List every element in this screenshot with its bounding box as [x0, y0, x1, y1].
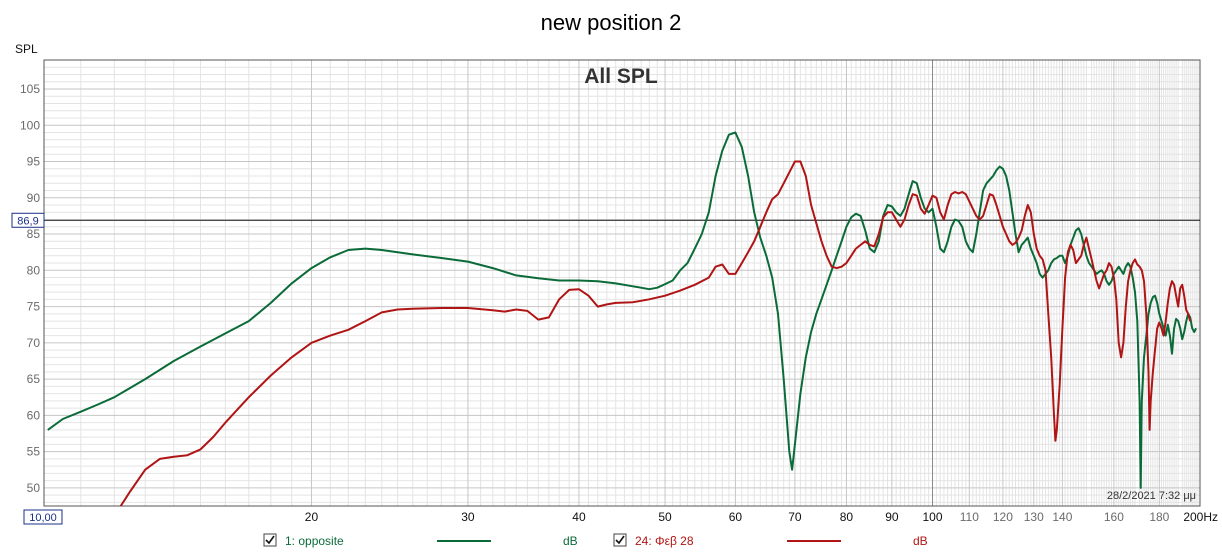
- series-layer: [47, 131, 1197, 507]
- series-line-1: [47, 131, 1197, 489]
- legend-checkbox[interactable]: [263, 533, 277, 547]
- x-tick-label: 80: [840, 510, 854, 524]
- x-tick-label: 110: [960, 510, 979, 524]
- x-start-box[interactable]: 10,00: [23, 509, 63, 525]
- x-tick-label: 70: [788, 510, 802, 524]
- y-tick-label: 100: [20, 118, 40, 132]
- x-tick-label: 120: [993, 510, 1013, 524]
- legend-unit: dB: [563, 534, 578, 548]
- x-tick-labels: 20 30 40 50 60 70 80 90 100 110 120 130 140 160 180 200…: [305, 510, 1218, 524]
- y-tick-labels: 50 55 60 65 70 75 80 85 90 95 100 105: [20, 82, 40, 495]
- x-tick-label: 30: [461, 510, 475, 524]
- cursor-value-label: 86,9: [17, 215, 38, 227]
- y-axis-label: SPL: [15, 42, 38, 56]
- plot-inner-title: All SPL: [584, 65, 658, 88]
- y-tick-label: 50: [27, 481, 41, 495]
- checkmark-icon: [615, 535, 625, 545]
- x-tick-label: 100: [923, 510, 943, 524]
- legend-unit: dB: [913, 534, 928, 548]
- legend-label: 24: Φεβ 28: [635, 534, 694, 548]
- series-line-2: [119, 160, 1192, 507]
- y-tick-label: 55: [27, 445, 41, 459]
- cursor-value-box[interactable]: 86,9: [11, 212, 45, 228]
- timestamp: 28/2/2021 7:32 μμ: [1107, 490, 1196, 502]
- x-tick-label: 200Hz: [1183, 510, 1218, 524]
- legend: 1: opposite dB 24: Φεβ 28 dB: [263, 533, 928, 548]
- major-gridlines: [44, 60, 1200, 506]
- x-tick-label: 60: [729, 510, 743, 524]
- y-tick-label: 80: [27, 263, 41, 277]
- y-tick-label: 95: [27, 155, 41, 169]
- y-tick-label: 85: [27, 227, 41, 241]
- x-tick-label: 180: [1149, 510, 1169, 524]
- x-tick-label: 140: [1052, 510, 1072, 524]
- y-tick-label: 60: [27, 408, 41, 422]
- y-tick-label: 75: [27, 300, 41, 314]
- x-tick-label: 160: [1104, 510, 1124, 524]
- x-start-label: 10,00: [29, 512, 57, 524]
- legend-checkbox[interactable]: [613, 533, 627, 547]
- legend-item[interactable]: 1: opposite dB: [263, 533, 578, 548]
- legend-item[interactable]: 24: Φεβ 28 dB: [613, 533, 928, 548]
- plot-frame: [43, 59, 1201, 507]
- y-tick-label: 90: [27, 191, 41, 205]
- y-tick-label: 105: [20, 82, 40, 96]
- x-tick-label: 90: [885, 510, 899, 524]
- y-tick-label: 70: [27, 336, 41, 350]
- chart-title: new position 2: [541, 10, 682, 35]
- checkmark-icon: [265, 535, 275, 545]
- x-tick-label: 50: [658, 510, 672, 524]
- x-tick-label: 130: [1024, 510, 1044, 524]
- cursor-value-frame: [11, 212, 45, 228]
- y-tick-label: 65: [27, 372, 41, 386]
- legend-label: 1: opposite: [285, 534, 344, 548]
- x-tick-label: 20: [305, 510, 319, 524]
- x-start-frame: [23, 509, 63, 525]
- x-tick-label: 40: [572, 510, 586, 524]
